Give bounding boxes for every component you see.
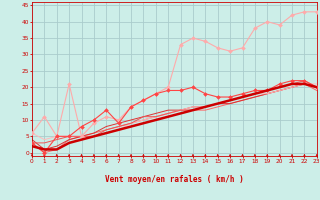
X-axis label: Vent moyen/en rafales ( km/h ): Vent moyen/en rafales ( km/h ): [105, 175, 244, 184]
